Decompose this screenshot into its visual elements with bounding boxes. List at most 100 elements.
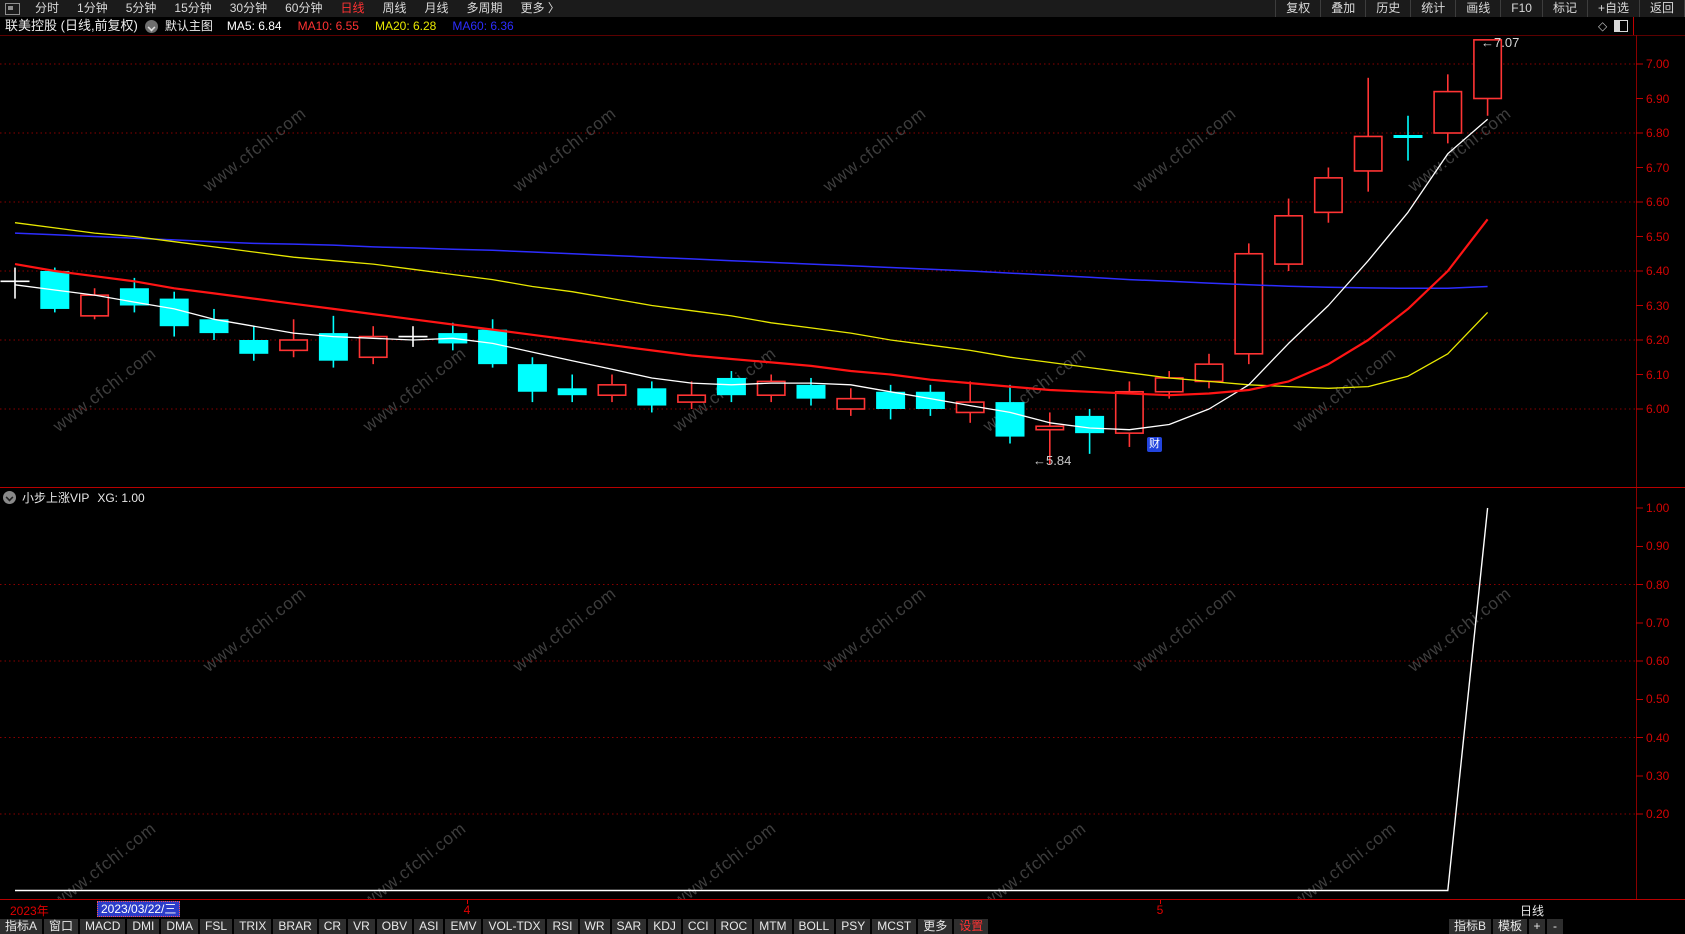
watermark-text: www.cfchi.com: [359, 343, 470, 436]
low-annotation: ←5.84: [1033, 453, 1072, 468]
zoom-out-button[interactable]: -: [1547, 918, 1564, 934]
sub-indicator-title: 小步上涨VIP: [22, 491, 90, 505]
indicator-tab[interactable]: FSL: [200, 918, 233, 934]
window-mode-icon[interactable]: [5, 2, 20, 15]
indicator-tab[interactable]: 模板: [1493, 918, 1528, 934]
chevron-down-circle-icon[interactable]: [144, 19, 158, 33]
price-axis-label: 7.00: [1646, 57, 1670, 71]
month-tick-label: 4: [463, 903, 471, 917]
month-tick-mark: [1160, 900, 1161, 904]
watermark-text: www.cfchi.com: [1404, 103, 1515, 196]
period-tab[interactable]: 月线: [424, 1, 449, 15]
watermark-text: www.cfchi.com: [509, 583, 620, 676]
indicator-tab[interactable]: RSI: [547, 918, 578, 934]
price-axis-label: 6.10: [1646, 367, 1670, 382]
menu-item[interactable]: F10: [1500, 0, 1542, 17]
menu-item[interactable]: 返回: [1638, 0, 1685, 17]
period-tab[interactable]: 5分钟: [125, 1, 157, 15]
cai-badge[interactable]: 财: [1147, 437, 1162, 452]
indicator-tab[interactable]: VR: [348, 918, 375, 934]
price-axis-label: 0.90: [1646, 539, 1670, 554]
collapse-circle-icon[interactable]: [3, 491, 16, 504]
period-tab[interactable]: 周线: [382, 1, 407, 15]
price-axis-label: 6.80: [1646, 126, 1670, 140]
diamond-icon[interactable]: ◇: [1598, 19, 1608, 33]
indicator-tab[interactable]: TRIX: [234, 918, 272, 934]
watermark-text: www.cfchi.com: [1404, 583, 1515, 676]
indicator-tab[interactable]: 更多: [918, 918, 953, 934]
watermark-text: www.cfchi.com: [509, 103, 620, 196]
indicator-tab[interactable]: 指标B: [1449, 918, 1492, 934]
period-tab[interactable]: 多周期: [466, 1, 503, 15]
price-axis-label: 0.20: [1646, 807, 1670, 821]
price-axis-label: 0.80: [1646, 577, 1670, 592]
watermark-text: www.cfchi.com: [199, 103, 310, 196]
menu-item[interactable]: 历史: [1365, 0, 1410, 17]
indicator-tab[interactable]: KDJ: [648, 918, 681, 934]
indicator-tab[interactable]: DMA: [161, 918, 199, 934]
period-tab[interactable]: 日线: [340, 1, 365, 15]
indicator-tab[interactable]: VOL-TDX: [483, 918, 546, 934]
price-axis-label: 0.60: [1646, 654, 1670, 668]
top-menu-bar: 分时 1分钟 5分钟 15分钟 30分钟 60分钟 日线 周线 月线 多周期 更多 〉 复权 叠加 历史…: [0, 0, 1685, 17]
menu-item[interactable]: 标记: [1541, 0, 1587, 17]
split-view-icon[interactable]: [1614, 20, 1628, 32]
watermark-text: www.cfchi.com: [669, 343, 780, 436]
indicator-tab[interactable]: WR: [579, 918, 610, 934]
period-tabs: 分时 1分钟 5分钟 15分钟 30分钟 60分钟 日线 周线 月线 多周期 更多 〉: [26, 0, 569, 17]
indicator-tab[interactable]: MTM: [754, 918, 792, 934]
period-label: 日线: [1520, 904, 1545, 918]
watermark-text: www.cfchi.com: [819, 583, 930, 676]
indicator-tab[interactable]: BOLL: [793, 918, 835, 934]
watermark-text: www.cfchi.com: [1129, 103, 1240, 196]
indicator-tab[interactable]: ROC: [715, 918, 753, 934]
price-axis-label: 6.20: [1646, 333, 1670, 347]
menu-item[interactable]: +自选: [1586, 0, 1639, 17]
indicator-tab[interactable]: CR: [318, 918, 347, 934]
watermark-text: www.cfchi.com: [199, 583, 310, 676]
price-axis-label: 1.00: [1646, 501, 1670, 515]
price-axis-label: 6.70: [1646, 160, 1670, 175]
month-tick-mark: [467, 900, 468, 904]
indicator-tab[interactable]: BRAR: [273, 918, 317, 934]
main-view-label[interactable]: 默认主图: [164, 19, 213, 33]
price-axis-label: 0.70: [1646, 615, 1670, 630]
cursor-date-box: 2023/03/22/三: [97, 901, 181, 917]
indicator-tab[interactable]: SAR: [611, 918, 647, 934]
watermark-text: www.cfchi.com: [979, 818, 1090, 899]
period-tab[interactable]: 15分钟: [174, 1, 212, 15]
price-axis-label: 6.90: [1646, 91, 1670, 106]
ma-legend-item: MA20: 6.28: [374, 19, 437, 33]
indicator-tab[interactable]: 设置: [954, 918, 989, 934]
period-tab[interactable]: 30分钟: [229, 1, 268, 15]
sub-indicator-header: 小步上涨VIP XG: 1.00: [3, 490, 145, 505]
indicator-tab[interactable]: CCI: [682, 918, 714, 934]
high-annotation: ←7.07: [1481, 35, 1520, 50]
indicator-tab[interactable]: 指标A: [0, 918, 43, 934]
indicator-tab[interactable]: OBV: [376, 918, 413, 934]
indicator-tab[interactable]: 窗口: [44, 918, 79, 934]
indicator-tab[interactable]: ASI: [414, 918, 444, 934]
zoom-in-button[interactable]: +: [1529, 918, 1546, 934]
menu-item[interactable]: 叠加: [1320, 0, 1365, 17]
watermark-text: www.cfchi.com: [359, 818, 470, 899]
price-axis-label: 6.30: [1646, 298, 1670, 313]
indicator-tab[interactable]: MACD: [80, 918, 126, 934]
menu-item[interactable]: 画线: [1455, 0, 1500, 17]
menu-item[interactable]: 复权: [1275, 0, 1320, 17]
stock-info-bar: 联美控股 (日线,前复权) 默认主图 MA5: 6.84 MA10: 6.55 MA…: [0, 17, 1685, 35]
watermark-text: www.cfchi.com: [669, 818, 780, 899]
period-tab[interactable]: 60分钟: [285, 1, 323, 15]
indicator-tab[interactable]: PSY: [836, 918, 871, 934]
price-axis-label: 6.40: [1646, 264, 1670, 278]
watermark-text: www.cfchi.com: [1289, 343, 1400, 436]
period-tab[interactable]: 更多 〉: [520, 1, 560, 15]
indicator-tab[interactable]: EMV: [445, 918, 482, 934]
period-tab[interactable]: 分时: [35, 1, 60, 15]
indicator-tab[interactable]: MCST: [872, 918, 917, 934]
indicator-tabs-right: 指标B 模板 + -: [1449, 918, 1565, 934]
period-tab[interactable]: 1分钟: [77, 1, 108, 15]
watermark-text: www.cfchi.com: [1129, 583, 1240, 676]
indicator-tab[interactable]: DMI: [127, 918, 160, 934]
menu-item[interactable]: 统计: [1410, 0, 1455, 17]
